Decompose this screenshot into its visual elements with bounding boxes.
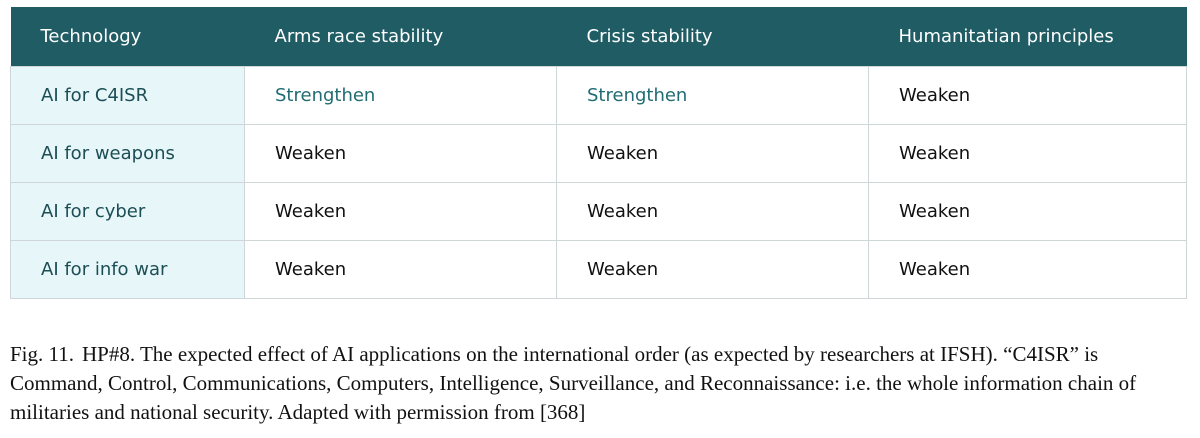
crisis-cell: Weaken bbox=[556, 181, 869, 241]
caption-text: HP#8. The expected effect of AI applicat… bbox=[10, 342, 1137, 424]
table-row: AI for weapons Weaken Weaken Weaken bbox=[10, 123, 1187, 183]
caption-label: Fig. 11. bbox=[10, 342, 74, 366]
crisis-cell: Strengthen bbox=[556, 65, 869, 125]
table-row: AI for cyber Weaken Weaken Weaken bbox=[10, 181, 1187, 241]
table-row: AI for C4ISR Strengthen Strengthen Weake… bbox=[10, 65, 1187, 125]
humanitarian-cell: Weaken bbox=[868, 123, 1187, 183]
table-row: AI for info war Weaken Weaken Weaken bbox=[10, 239, 1187, 299]
arms-race-cell: Strengthen bbox=[244, 65, 557, 125]
crisis-cell: Weaken bbox=[556, 123, 869, 183]
figure: Technology Arms race stability Crisis st… bbox=[10, 7, 1187, 299]
arms-race-cell: Weaken bbox=[244, 123, 557, 183]
humanitarian-cell: Weaken bbox=[868, 239, 1187, 299]
header-humanitarian-principles: Humanitatian principles bbox=[868, 7, 1187, 66]
header-arms-race-stability: Arms race stability bbox=[244, 7, 557, 66]
technology-cell: AI for C4ISR bbox=[10, 65, 245, 125]
effects-table: Technology Arms race stability Crisis st… bbox=[10, 7, 1187, 299]
technology-cell: AI for cyber bbox=[10, 181, 245, 241]
table-header-row: Technology Arms race stability Crisis st… bbox=[10, 7, 1187, 66]
arms-race-cell: Weaken bbox=[244, 181, 557, 241]
crisis-cell: Weaken bbox=[556, 239, 869, 299]
technology-cell: AI for weapons bbox=[10, 123, 245, 183]
header-crisis-stability: Crisis stability bbox=[556, 7, 869, 66]
humanitarian-cell: Weaken bbox=[868, 65, 1187, 125]
arms-race-cell: Weaken bbox=[244, 239, 557, 299]
header-technology: Technology bbox=[10, 7, 245, 66]
technology-cell: AI for info war bbox=[10, 239, 245, 299]
figure-caption: Fig. 11. HP#8. The expected effect of AI … bbox=[10, 340, 1190, 427]
humanitarian-cell: Weaken bbox=[868, 181, 1187, 241]
